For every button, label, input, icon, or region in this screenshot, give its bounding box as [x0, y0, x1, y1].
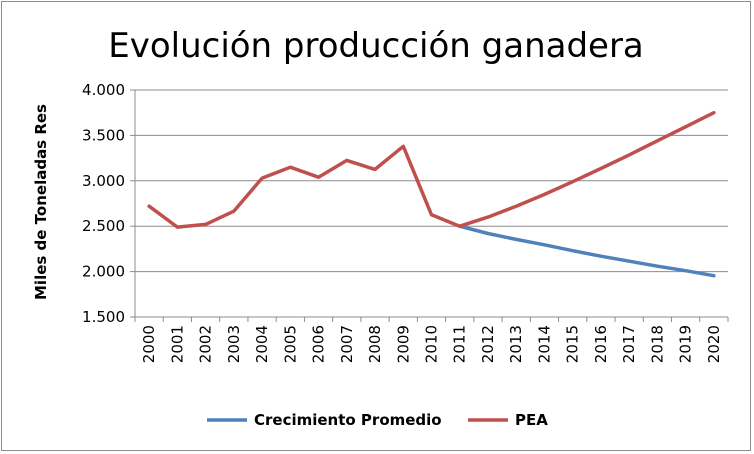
x-tick-label: 2012 — [479, 325, 497, 363]
x-tick-label: 2006 — [310, 325, 328, 363]
x-tick-label: 2013 — [507, 325, 525, 363]
x-tick-label: 2003 — [225, 325, 243, 363]
x-tick-label: 2000 — [140, 325, 158, 363]
x-tick-label: 2019 — [677, 325, 695, 363]
y-tick-label: 3.000 — [82, 172, 125, 190]
legend: Crecimiento Promedio PEA — [207, 411, 548, 429]
x-tick-label: 2016 — [592, 325, 610, 363]
x-tick-label: 2004 — [253, 325, 271, 363]
x-tick-label: 2010 — [423, 325, 441, 363]
x-tick-label: 2005 — [281, 325, 299, 363]
chart-title: Evolución producción ganadera — [108, 26, 644, 66]
gridlines — [135, 89, 728, 318]
series-lines — [147, 110, 716, 278]
x-tick-label: 2020 — [705, 325, 723, 363]
legend-label: Crecimiento Promedio — [254, 411, 442, 429]
x-tick-label: 2017 — [620, 325, 638, 363]
x-tick-label: 2002 — [197, 325, 215, 363]
y-tick-label: 3.500 — [82, 126, 125, 144]
x-tick-label: 2018 — [648, 325, 666, 363]
y-axis-label: Miles de Toneladas Res — [32, 104, 50, 300]
x-tick-label: 2007 — [338, 325, 356, 363]
x-tick-label: 2008 — [366, 325, 384, 363]
legend-label: PEA — [515, 411, 548, 429]
x-tick-label: 2015 — [564, 325, 582, 363]
x-tick-label: 2014 — [535, 325, 553, 363]
y-tick-label: 2.500 — [82, 217, 125, 235]
x-tick-label: 2001 — [168, 325, 186, 363]
series-line-pea — [147, 110, 716, 229]
x-tick-labels: 2000 2001 2002 2003 2004 2005 2006 2007 2008 2009… — [140, 325, 723, 363]
series-line-crecimiento-promedio — [457, 224, 716, 278]
x-tick-label: 2011 — [451, 325, 469, 363]
y-tick-labels: 1.500 2.000 2.500 3.000 3.500 4.000 — [82, 81, 125, 326]
y-tick-label: 4.000 — [82, 81, 125, 99]
axes — [130, 89, 729, 322]
y-tick-label: 2.000 — [82, 263, 125, 281]
x-tick-label: 2009 — [394, 325, 412, 363]
y-tick-label: 1.500 — [82, 308, 125, 326]
